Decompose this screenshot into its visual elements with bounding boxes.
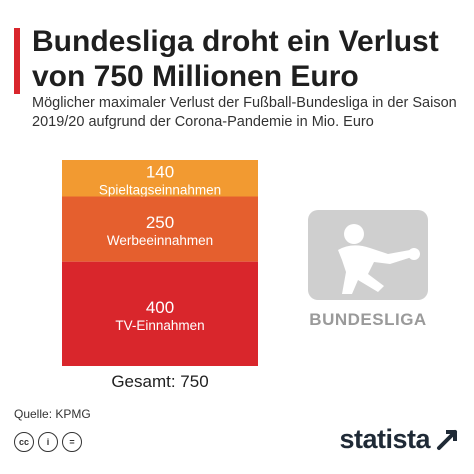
bar-segment-1 — [62, 196, 258, 262]
bundesliga-badge-icon — [308, 210, 428, 300]
source-note: Quelle: KPMG — [14, 407, 91, 421]
bar-value-label: 140 — [146, 162, 174, 181]
cc-icon[interactable]: cc — [14, 432, 34, 452]
bar-category-label: Werbeeinnahmen — [107, 233, 213, 248]
chart-title: Bundesliga droht ein Verlust von 750 Mil… — [32, 25, 439, 93]
by-icon[interactable]: i — [38, 432, 58, 452]
chart-subtitle: Möglicher maximaler Verlust der Fußball-… — [32, 95, 457, 130]
bar-segment-0 — [62, 160, 258, 197]
bundesliga-logo: BUNDESLIGA — [308, 210, 428, 335]
title-accent-bar — [14, 28, 20, 94]
player-silhouette-icon — [338, 224, 420, 294]
equals-icon[interactable]: = — [62, 432, 82, 452]
statista-brand[interactable]: statista — [339, 424, 458, 455]
bar-segment-2 — [62, 261, 258, 366]
license-icons: cc i = — [14, 432, 82, 456]
total-label: Gesamt: 750 — [111, 372, 209, 391]
bar-value-label: 400 — [146, 298, 174, 317]
bar-category-label: TV-Einnahmen — [115, 318, 204, 333]
bar-category-label: Spieltagseinnahmen — [99, 182, 221, 197]
statista-logo-icon — [437, 429, 457, 450]
statista-wordmark: statista — [339, 424, 430, 454]
bar-value-label: 250 — [146, 213, 174, 232]
bundesliga-wordmark: BUNDESLIGA — [309, 310, 427, 329]
